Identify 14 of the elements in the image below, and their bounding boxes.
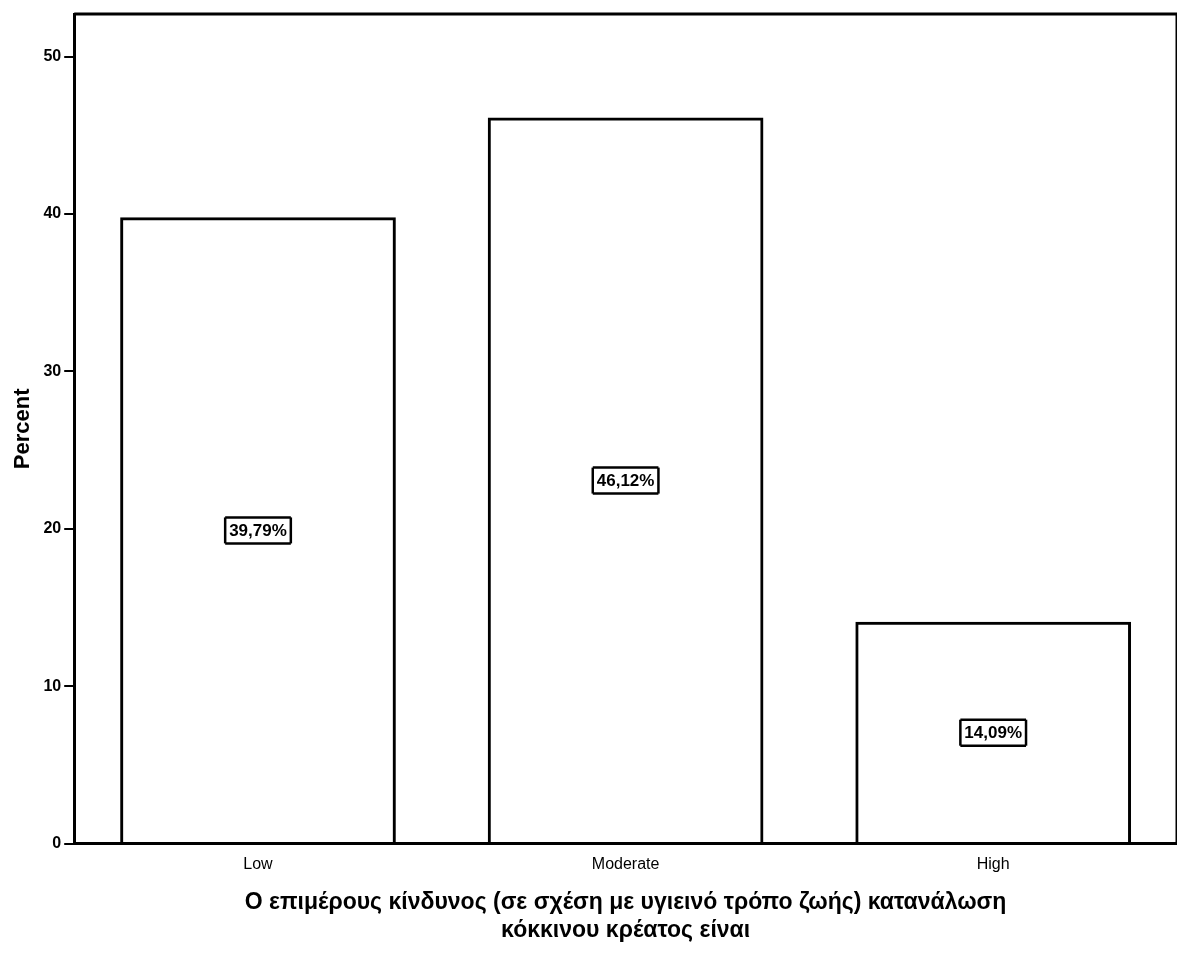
y-tick-label: 10	[43, 676, 62, 694]
y-tick-label: 40	[43, 204, 62, 222]
data-label: 14,09%	[964, 723, 1023, 743]
y-axis-title: Percent	[9, 387, 35, 470]
x-tick-label: Low	[243, 854, 274, 872]
y-tick-label: 20	[43, 519, 62, 537]
x-tick-label: High	[976, 854, 1010, 872]
y-tick-label: 0	[52, 834, 62, 852]
data-label: 39,79%	[229, 521, 287, 541]
x-tick-label: Moderate	[591, 854, 660, 872]
data-label: 46,12%	[596, 471, 655, 491]
y-tick-label: 50	[43, 46, 62, 64]
y-tick-label: 30	[43, 361, 62, 379]
x-axis-title: Ο επιμέρους κίνδυνος (σε σχέση με υγιεινό τρόπο ζωής) κατανάλωση κόκκινου κρέατος είναι	[244, 887, 1007, 942]
